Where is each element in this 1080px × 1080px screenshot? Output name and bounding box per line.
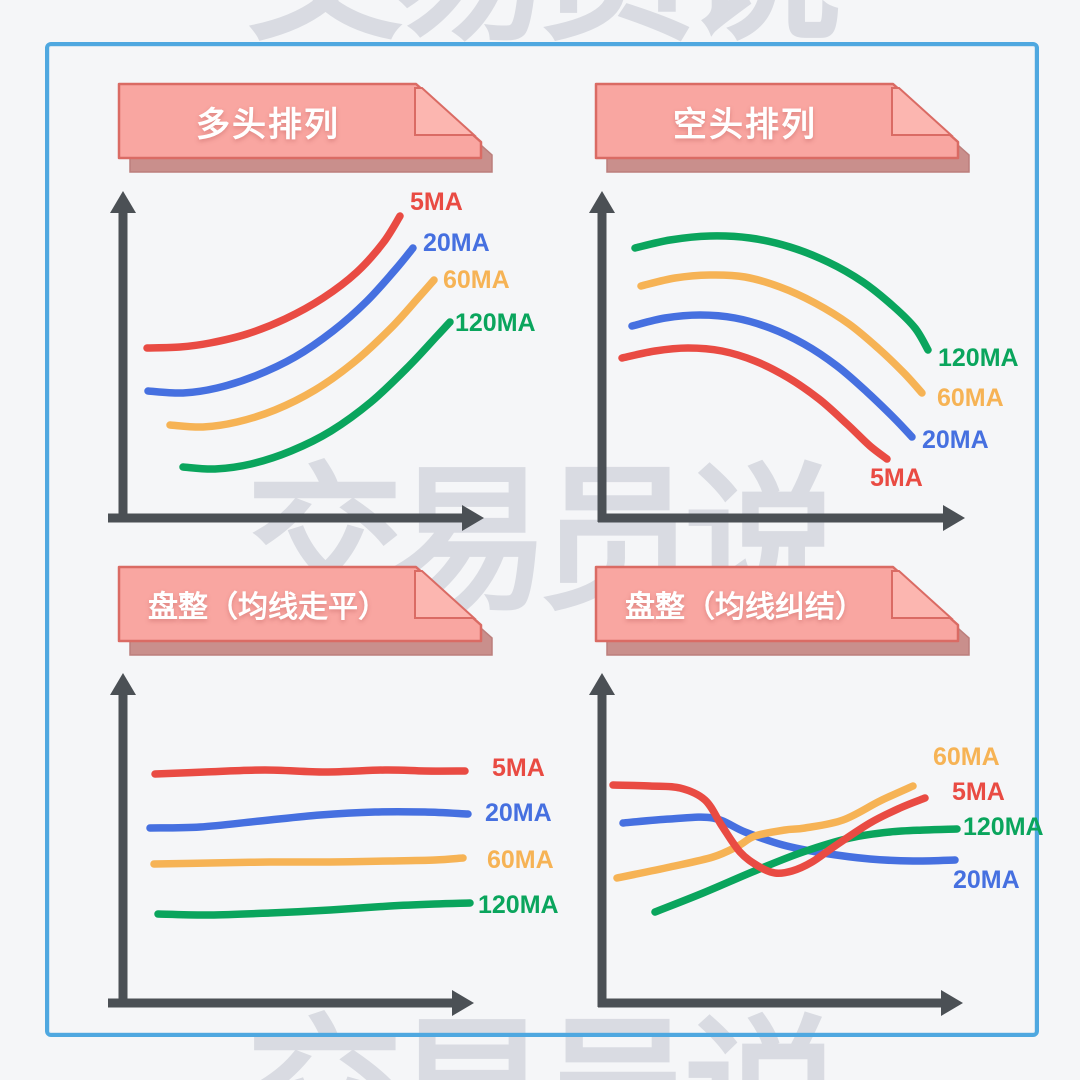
series-line-120ma <box>651 825 961 916</box>
banner-consolidation-entangled: 盘整（均线纠结） <box>594 565 973 658</box>
banner-bullish: 多头排列 <box>117 82 496 175</box>
x-axis-arrow <box>941 990 963 1016</box>
series-label-5ma: 5MA <box>492 754 545 782</box>
banner-title: 空头排列 <box>673 105 817 144</box>
series-line-5ma <box>618 344 891 463</box>
watermark-bottom: 交易员说 <box>246 1014 842 1080</box>
series-line-5ma <box>609 781 929 878</box>
y-axis-arrow <box>110 673 136 695</box>
x-axis-arrow <box>943 505 965 531</box>
banner-ribbon <box>117 82 493 173</box>
banner-front-shape <box>594 565 960 643</box>
banner-fold-shape <box>891 570 954 619</box>
series-label-20ma: 20MA <box>953 866 1020 894</box>
series-label-60ma: 60MA <box>443 266 510 294</box>
series-label-5ma: 5MA <box>870 464 923 492</box>
series-line-5ma <box>151 766 469 778</box>
series-label-120ma: 120MA <box>478 891 559 919</box>
y-axis-arrow <box>589 673 615 695</box>
frame-border <box>45 42 1039 1037</box>
series-line-5ma <box>143 212 404 352</box>
series-label-5ma: 5MA <box>952 778 1005 806</box>
series-line-60ma <box>637 271 926 397</box>
banner-fold-shape <box>414 87 477 136</box>
banner-bearish: 空头排列 <box>594 82 973 175</box>
series-label-120ma: 120MA <box>455 309 536 337</box>
banner-title: 盘整（均线纠结） <box>625 591 865 624</box>
chart-bearish-alignment: 120MA 60MA 20MA 5MA <box>589 191 1019 531</box>
banner-fold-shape <box>891 87 954 136</box>
series-label-120ma: 120MA <box>938 344 1019 372</box>
series-label-20ma: 20MA <box>922 426 989 454</box>
series-line-60ma <box>166 276 438 431</box>
banner-front-shape <box>594 82 960 160</box>
chart-consolidation-entangled: 20MA 60MA 120MA 5MA <box>589 673 1044 1016</box>
chart-consolidation-flat: 5MA 20MA 60MA 120MA <box>108 673 559 1016</box>
series-label-120ma: 120MA <box>963 813 1044 841</box>
banner-title: 多头排列 <box>196 105 340 144</box>
series-line-20ma <box>146 807 472 832</box>
series-line-60ma <box>150 854 467 868</box>
series-label-60ma: 60MA <box>937 384 1004 412</box>
banner-ribbon <box>594 565 970 656</box>
series-line-120ma <box>631 232 932 354</box>
banner-front-shape <box>117 82 483 160</box>
series-line-20ma <box>619 813 959 865</box>
series-label-5ma: 5MA <box>410 188 463 216</box>
chart-bullish-alignment: 5MA 20MA 60MA 120MA <box>108 188 536 531</box>
x-axis-arrow <box>462 505 484 531</box>
banner-fold-shape <box>414 570 477 619</box>
series-line-120ma <box>154 899 474 919</box>
banner-ribbon <box>594 82 970 173</box>
banner-ribbon <box>117 565 493 656</box>
y-axis-arrow <box>589 191 615 213</box>
series-line-120ma <box>179 318 454 473</box>
banner-front-shape <box>117 565 483 643</box>
series-line-20ma <box>144 244 417 397</box>
series-label-20ma: 20MA <box>485 799 552 827</box>
series-label-20ma: 20MA <box>423 229 490 257</box>
watermark-top: 交易员说 <box>246 0 842 50</box>
series-label-60ma: 60MA <box>487 846 554 874</box>
y-axis-arrow <box>110 191 136 213</box>
series-label-60ma: 60MA <box>933 743 1000 771</box>
x-axis-arrow <box>452 990 474 1016</box>
banner-title: 盘整（均线走平） <box>148 591 388 624</box>
series-line-20ma <box>628 311 916 441</box>
banner-consolidation-flat: 盘整（均线走平） <box>117 565 496 658</box>
series-line-60ma <box>613 782 917 882</box>
